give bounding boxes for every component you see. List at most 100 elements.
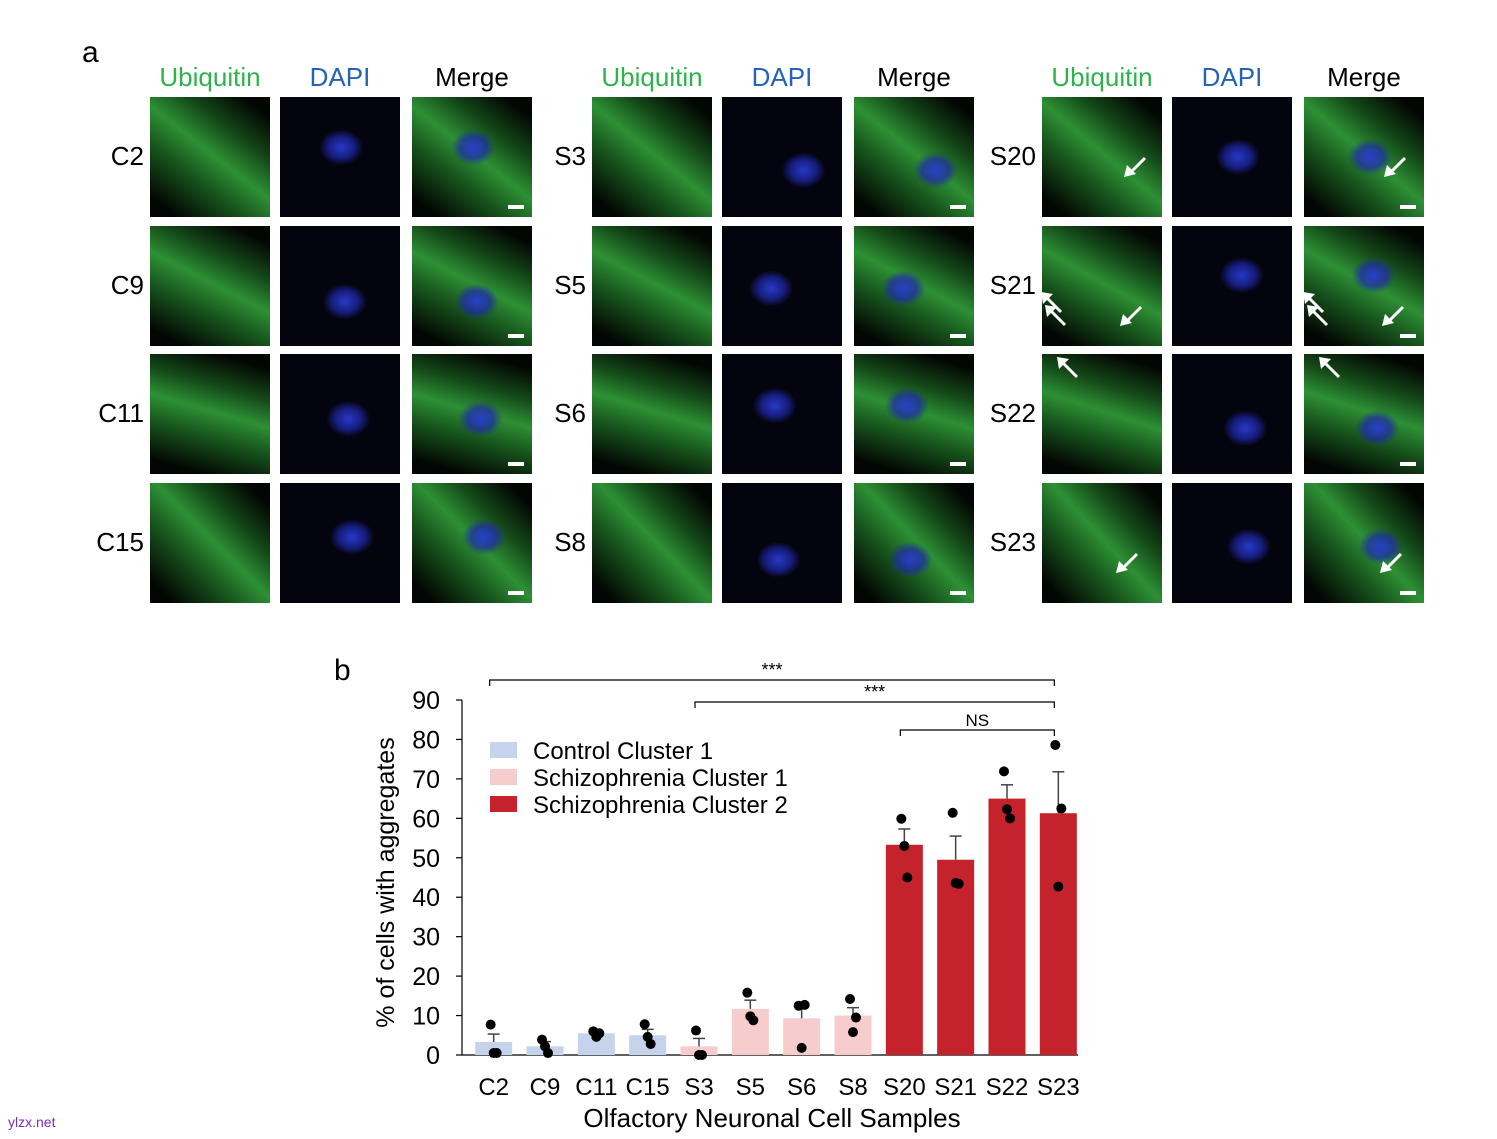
col-header-ubiquitin: Ubiquitin: [601, 62, 703, 92]
micrograph-dapi: [280, 226, 400, 346]
data-point: [947, 807, 958, 818]
x-tick-label: S6: [787, 1074, 816, 1101]
micrograph-dapi: [722, 354, 842, 474]
y-tick-label: 60: [412, 805, 440, 833]
data-point: [1056, 803, 1067, 814]
micrograph-ubiquitin: [1042, 97, 1162, 217]
bar-s22: [988, 798, 1026, 1055]
x-tick-label: C9: [530, 1074, 561, 1101]
scale-bar: [950, 591, 966, 595]
data-point: [591, 1031, 602, 1042]
row-label: S23: [989, 527, 1036, 557]
arrow-icon: [1120, 305, 1143, 326]
significance-label: NS: [966, 711, 990, 730]
micrograph-dapi: [722, 97, 842, 217]
data-point: [1005, 813, 1015, 824]
micrograph-merge: [412, 354, 532, 474]
arrow-icon: [1380, 552, 1403, 573]
bar-chart: 0 10 20 30 40 50 60 70 80 90 % of cells with aggre…: [372, 660, 1080, 1133]
y-axis-label: % of cells with aggregates: [372, 737, 400, 1027]
significance-bracket: [694, 701, 1055, 708]
row-label: C15: [96, 527, 144, 557]
micrograph-ubiquitin: [1042, 354, 1162, 474]
legend-swatch: [490, 796, 517, 812]
row-label: S5: [554, 270, 586, 300]
data-point: [694, 1050, 704, 1060]
row-label: S20: [989, 141, 1036, 171]
bar-s21: [937, 859, 975, 1055]
micrograph-dapi: [1172, 226, 1292, 346]
micrograph-merge: [854, 97, 974, 217]
x-tick-label: S22: [986, 1074, 1029, 1101]
significance-bracket: [899, 729, 1055, 736]
data-point: [540, 1041, 550, 1052]
y-tick-label: 0: [426, 1042, 440, 1070]
micrograph-merge: [412, 226, 532, 346]
micrograph-merge: [1304, 226, 1424, 346]
y-tick-label: 80: [412, 726, 440, 754]
legend-swatch: [490, 769, 517, 785]
data-point: [1050, 739, 1061, 750]
y-tick-label: 50: [412, 845, 440, 873]
watermark: ylzx.net: [8, 1114, 56, 1130]
micrograph-ubiquitin: [592, 226, 712, 346]
micrograph-merge: [854, 226, 974, 346]
arrow-icon: [1304, 292, 1325, 314]
micrograph-ubiquitin: [592, 354, 712, 474]
bar-c11: [577, 1033, 615, 1055]
col-header-merge: Merge: [877, 62, 951, 92]
x-tick-label: S5: [736, 1074, 765, 1101]
arrow-icon: [1057, 357, 1079, 379]
col-header-dapi: DAPI: [1201, 62, 1263, 92]
legend-label: Control Cluster 1: [533, 738, 713, 765]
panel-b-label: b: [334, 654, 351, 687]
micrograph-merge: [1304, 97, 1424, 217]
row-label: S6: [554, 398, 586, 428]
y-tick-label: 10: [412, 1003, 440, 1031]
x-tick-label: C11: [575, 1074, 617, 1101]
micrograph-ubiquitin: [1042, 226, 1162, 346]
data-point: [1002, 804, 1012, 815]
arrow-icon: [1382, 305, 1405, 326]
data-point: [848, 1027, 858, 1038]
data-point: [899, 840, 910, 851]
data-point: [485, 1019, 496, 1030]
x-tick-label: S21: [934, 1074, 977, 1101]
scale-bar: [508, 462, 524, 466]
significance-label: ***: [761, 660, 782, 680]
data-point: [896, 813, 907, 824]
micrograph-merge: [412, 483, 532, 603]
data-point: [999, 766, 1009, 777]
micrograph-ubiquitin: [1042, 483, 1162, 603]
row-label: C9: [110, 270, 144, 300]
col-header-dapi: DAPI: [309, 62, 371, 92]
row-label: C2: [110, 141, 144, 171]
y-tick-label: 70: [412, 766, 440, 794]
scale-bar: [1400, 205, 1416, 209]
y-tick-label: 20: [412, 963, 440, 991]
legend-label: Schizophrenia Cluster 2: [533, 792, 788, 819]
micrograph-dapi: [280, 97, 400, 217]
row-label: S21: [989, 270, 1036, 300]
col-header-merge: Merge: [1327, 62, 1401, 92]
data-point: [742, 987, 753, 998]
bar-s23: [1039, 813, 1077, 1055]
micrograph-merge: [412, 97, 532, 217]
micrograph-dapi: [722, 226, 842, 346]
arrow-icon: [1045, 305, 1067, 327]
data-point: [1053, 881, 1064, 892]
legend-label: Schizophrenia Cluster 1: [533, 765, 788, 792]
micrograph-dapi: [280, 354, 400, 474]
data-point: [796, 1042, 807, 1053]
arrow-icon: [1124, 156, 1147, 177]
panel-a-label: a: [82, 36, 99, 69]
row-label: S3: [554, 141, 586, 171]
x-tick-label: S20: [883, 1074, 926, 1101]
micrograph-merge: [854, 354, 974, 474]
scale-bar: [1400, 591, 1416, 595]
data-point: [639, 1019, 650, 1030]
col-header-ubiquitin: Ubiquitin: [1051, 62, 1153, 92]
micrograph-merge: [854, 483, 974, 603]
legend-swatch: [490, 742, 517, 758]
col-header-merge: Merge: [435, 62, 509, 92]
